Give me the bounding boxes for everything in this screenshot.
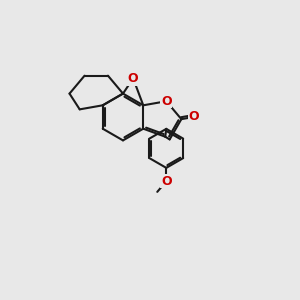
- Text: O: O: [161, 175, 172, 188]
- Text: O: O: [189, 110, 199, 123]
- Text: O: O: [128, 72, 138, 85]
- Text: O: O: [161, 95, 172, 108]
